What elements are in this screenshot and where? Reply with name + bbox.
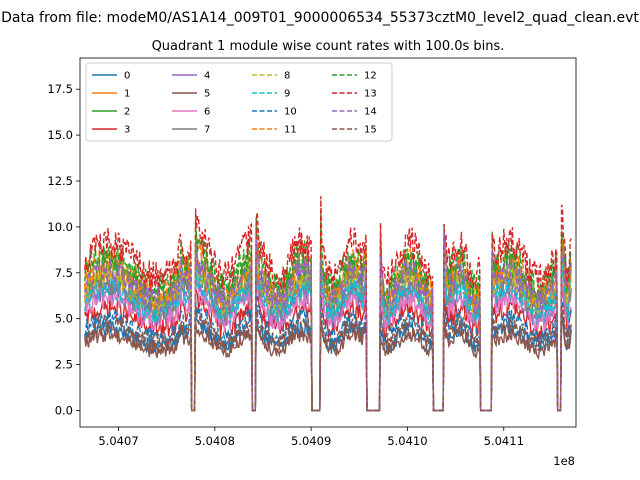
x-tick-label: 5.0408 bbox=[195, 434, 235, 448]
legend-label-14: 14 bbox=[364, 107, 377, 118]
y-tick-label: 5.0 bbox=[55, 312, 73, 326]
legend-label-11: 11 bbox=[284, 125, 297, 136]
figure-suptitle: Data from file: modeM0/AS1A14_009T01_900… bbox=[1, 10, 639, 26]
y-tick-label: 2.5 bbox=[55, 358, 73, 372]
series-line-15 bbox=[84, 300, 572, 412]
legend-label-10: 10 bbox=[284, 107, 297, 118]
legend-label-7: 7 bbox=[204, 125, 210, 136]
legend-label-5: 5 bbox=[204, 89, 210, 100]
y-tick-label: 0.0 bbox=[55, 403, 73, 417]
x-tick-label: 5.0409 bbox=[291, 434, 331, 448]
legend-label-3: 3 bbox=[124, 125, 130, 136]
legend-box bbox=[85, 62, 393, 142]
legend-label-0: 0 bbox=[124, 71, 130, 82]
plot-area-frame bbox=[79, 57, 577, 428]
y-tick-label: 15.0 bbox=[47, 128, 73, 142]
legend-label-4: 4 bbox=[204, 71, 210, 82]
y-tick-label: 7.5 bbox=[55, 266, 73, 280]
x-tick-label: 5.0410 bbox=[387, 434, 427, 448]
x-tick-label: 5.0411 bbox=[484, 434, 524, 448]
x-offset-label: 1e8 bbox=[553, 454, 575, 468]
x-tick-label: 5.0407 bbox=[98, 434, 138, 448]
legend-label-15: 15 bbox=[364, 125, 377, 136]
chart-title: Quadrant 1 module wise count rates with … bbox=[152, 39, 505, 54]
legend-label-13: 13 bbox=[364, 89, 377, 100]
legend-label-6: 6 bbox=[204, 107, 210, 118]
legend-label-8: 8 bbox=[284, 71, 290, 82]
y-tick-label: 12.5 bbox=[47, 174, 73, 188]
legend-label-2: 2 bbox=[124, 107, 130, 118]
legend-label-1: 1 bbox=[124, 89, 130, 100]
plot-series bbox=[84, 196, 572, 412]
y-tick-label: 17.5 bbox=[47, 82, 73, 96]
y-tick-label: 10.0 bbox=[47, 220, 73, 234]
axis-ticks: 5.0407 5.0408 5.0409 5.0410 5.0411 0.0 2.5 5.0 7… bbox=[47, 82, 524, 448]
legend-label-12: 12 bbox=[364, 71, 377, 82]
legend-label-9: 9 bbox=[284, 89, 290, 100]
